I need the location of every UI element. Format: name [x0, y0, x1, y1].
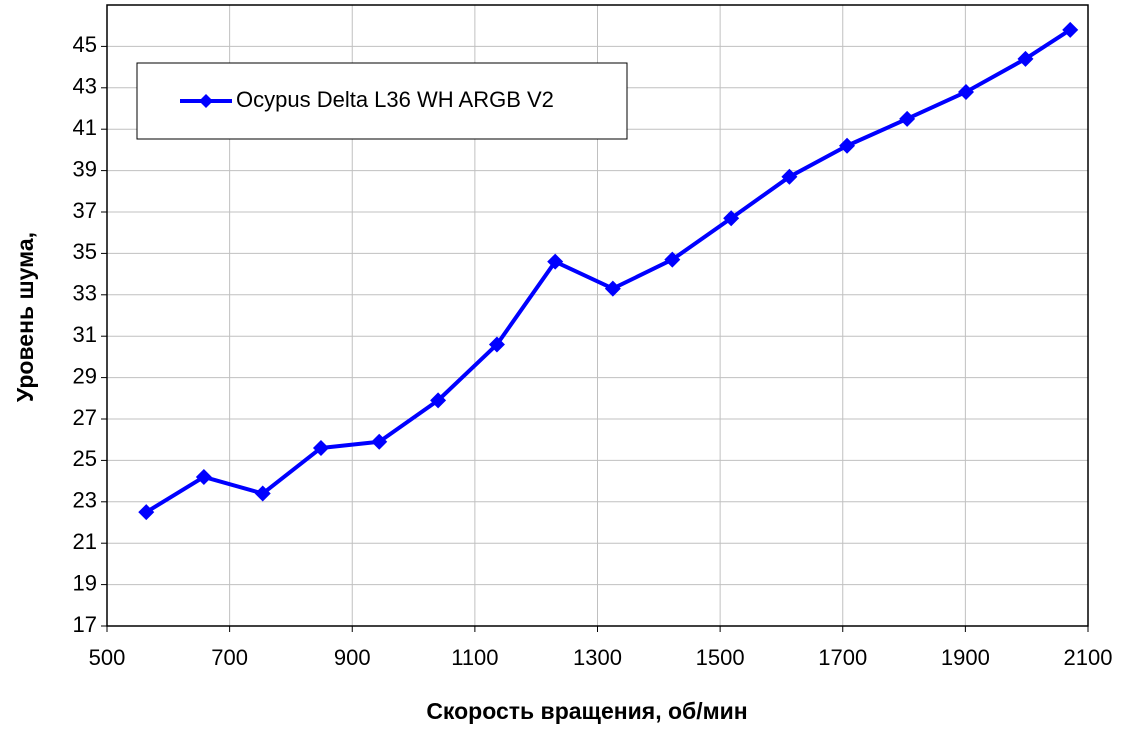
data-point	[195, 468, 212, 485]
y-tick-label: 19	[73, 570, 97, 595]
data-point	[604, 280, 621, 297]
data-point	[1062, 21, 1079, 38]
data-point	[664, 251, 681, 268]
x-tick-label: 1900	[941, 645, 990, 670]
data-point	[488, 336, 505, 353]
y-tick-label: 27	[73, 405, 97, 430]
x-tick-label: 900	[334, 645, 371, 670]
data-point	[430, 392, 447, 409]
y-tick-label: 39	[73, 156, 97, 181]
data-point	[899, 110, 916, 127]
y-tick-label: 43	[73, 74, 97, 99]
legend-label: Ocypus Delta L36 WH ARGB V2	[236, 87, 554, 112]
y-tick-label: 41	[73, 115, 97, 140]
y-tick-label: 17	[73, 612, 97, 637]
data-point	[957, 83, 974, 100]
y-tick-label: 23	[73, 488, 97, 513]
x-tick-label: 1700	[818, 645, 867, 670]
x-tick-label: 2100	[1064, 645, 1113, 670]
x-tick-label: 1300	[573, 645, 622, 670]
y-tick-label: 45	[73, 32, 97, 57]
x-tick-label: 1500	[696, 645, 745, 670]
x-tick-label: 1100	[451, 645, 498, 670]
data-point	[371, 433, 388, 450]
data-point	[138, 504, 155, 521]
data-point	[723, 210, 740, 227]
plot-border	[106, 4, 1089, 627]
data-point	[781, 168, 798, 185]
y-tick-label: 37	[73, 198, 97, 223]
data-point	[1017, 50, 1034, 67]
legend-marker	[199, 94, 213, 108]
y-tick-label: 31	[73, 322, 97, 347]
y-tick-label: 29	[73, 363, 97, 388]
y-tick-label: 35	[73, 239, 97, 264]
x-tick-label: 500	[89, 645, 126, 670]
data-point	[254, 485, 271, 502]
data-point	[312, 439, 329, 456]
x-axis-title: Скорость вращения, об/мин	[426, 698, 747, 724]
data-point	[547, 253, 564, 270]
y-tick-label: 21	[73, 529, 97, 554]
y-axis-title: Уровень шума,	[12, 232, 38, 402]
y-tick-label: 33	[73, 281, 97, 306]
data-point	[839, 137, 856, 154]
x-tick-label: 700	[211, 645, 248, 670]
y-tick-label: 25	[73, 446, 97, 471]
